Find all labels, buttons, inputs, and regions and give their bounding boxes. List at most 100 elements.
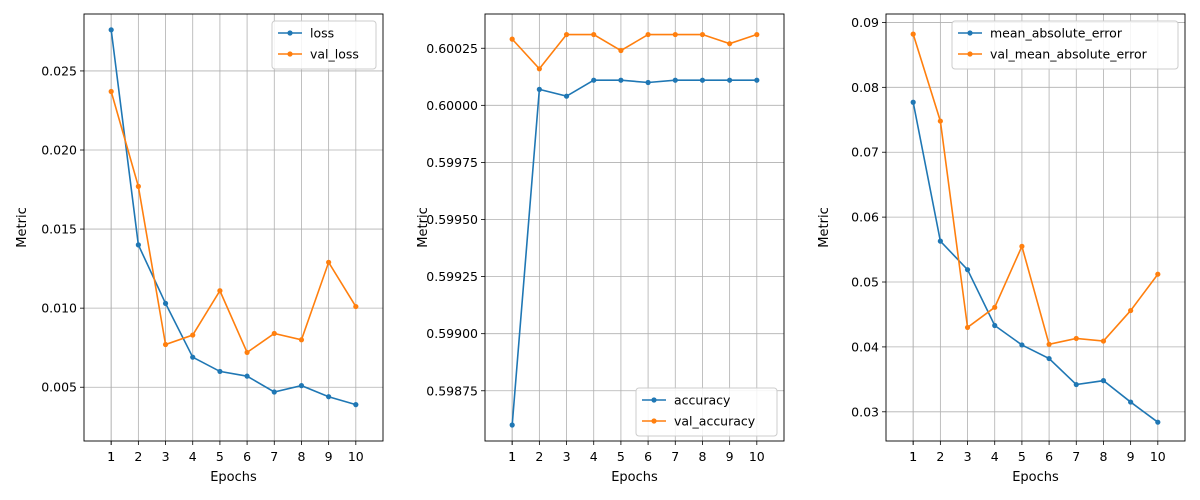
data-point <box>190 354 196 360</box>
y-tick-label: 0.015 <box>41 222 77 237</box>
legend-marker <box>651 418 657 424</box>
data-point <box>672 77 678 83</box>
y-tick-label: 0.07 <box>851 145 879 160</box>
x-tick-label: 6 <box>644 449 652 464</box>
series-line <box>912 102 1159 423</box>
data-point <box>992 304 998 310</box>
x-tick-label: 9 <box>726 449 734 464</box>
legend-label: val_mean_absolute_error <box>990 47 1148 62</box>
x-tick-label: 10 <box>348 449 364 464</box>
data-point <box>135 183 141 189</box>
series-line <box>110 29 357 406</box>
data-point <box>244 373 250 379</box>
y-axis-label: Metric <box>817 207 832 247</box>
y-tick-label: 0.010 <box>41 301 77 316</box>
data-point <box>563 31 570 38</box>
data-point <box>326 394 332 400</box>
series-line <box>912 33 1159 346</box>
data-point <box>1100 378 1107 384</box>
x-tick-label: 8 <box>698 449 706 464</box>
series-1 <box>108 27 359 408</box>
data-point <box>1046 341 1052 347</box>
grid <box>485 14 784 441</box>
data-point <box>937 118 943 124</box>
y-tick-label: 0.08 <box>851 80 879 95</box>
chart-panel-2: 11 2 3 4 5 6 7 8 9 100.598750.599000.599250.59950… <box>416 13 785 485</box>
data-point <box>1155 419 1161 425</box>
x-tick-label: 1 <box>909 449 917 464</box>
y-tick-label: 0.60025 <box>426 41 478 56</box>
x-tick-label: 4 <box>189 449 197 464</box>
data-point <box>618 47 624 54</box>
x-tick-label: 9 <box>325 449 333 464</box>
plot-frame <box>484 13 785 442</box>
x-tick-label: 3 <box>162 449 170 464</box>
data-point <box>135 242 141 248</box>
data-point <box>699 77 706 83</box>
y-tick-label: 0.59900 <box>426 326 478 341</box>
legend-marker <box>651 397 657 403</box>
data-point <box>190 332 196 338</box>
x-tick-label: 5 <box>1018 449 1026 464</box>
data-point <box>108 27 114 33</box>
y-tick-label: 0.59950 <box>426 212 478 227</box>
x-tick-label: 4 <box>590 449 598 464</box>
data-point <box>536 66 542 72</box>
x-tick-label: 7 <box>270 449 278 464</box>
x-tick-label: 1 <box>107 449 115 464</box>
x-tick-label: 2 <box>936 449 944 464</box>
data-point <box>1128 307 1134 314</box>
data-point <box>271 389 277 395</box>
legend-box <box>951 20 1179 70</box>
x-axis-label: Epochs <box>1012 470 1059 485</box>
x-tick-label: 3 <box>563 449 571 464</box>
legend-marker <box>967 51 973 57</box>
series-2 <box>910 31 1161 347</box>
data-point <box>1019 342 1025 348</box>
data-point <box>754 77 760 83</box>
x-tick-label: 10 <box>1150 449 1166 464</box>
data-point <box>1155 271 1161 277</box>
legend-label: loss <box>310 26 334 41</box>
chart-panel-1: 11 2 3 4 5 6 7 8 9 100.0050.0100.0150.0200.025Epo… <box>15 13 384 485</box>
data-point <box>1128 399 1134 405</box>
data-point <box>353 303 359 310</box>
data-point <box>699 31 706 38</box>
y-tick-label: 0.09 <box>851 15 879 30</box>
y-tick-label: 0.06 <box>851 210 879 225</box>
series-line <box>511 33 758 71</box>
data-point <box>108 88 114 95</box>
data-point <box>244 349 250 356</box>
data-point <box>645 79 651 86</box>
y-tick-label: 0.020 <box>41 143 77 158</box>
legend-label: val_accuracy <box>674 414 756 429</box>
y-tick-label: 0.59875 <box>426 383 478 398</box>
x-tick-label: 3 <box>964 449 972 464</box>
legend-label: mean_absolute_error <box>990 26 1123 41</box>
series-1 <box>509 77 760 428</box>
data-point <box>1100 338 1107 344</box>
data-point <box>509 422 515 428</box>
data-point <box>271 330 277 337</box>
x-tick-label: 7 <box>671 449 679 464</box>
y-tick-label: 0.03 <box>851 404 879 419</box>
y-tick-label: 0.59925 <box>426 269 478 284</box>
chart-panel-3: 11 2 3 4 5 6 7 8 9 100.030.040.050.060.070.080.09… <box>817 13 1186 485</box>
x-tick-label: 5 <box>617 449 625 464</box>
series-2 <box>108 88 359 356</box>
legend-marker <box>287 51 293 57</box>
data-point <box>937 238 943 244</box>
data-point <box>910 31 916 37</box>
data-point <box>162 300 169 307</box>
x-tick-label: 9 <box>1127 449 1135 464</box>
legend-box <box>635 387 778 437</box>
data-point <box>563 93 570 99</box>
y-tick-label: 0.04 <box>851 339 879 354</box>
data-point <box>298 337 305 343</box>
data-point <box>727 77 733 83</box>
data-point <box>1019 243 1025 249</box>
y-axis-label: Metric <box>416 207 431 247</box>
data-point <box>298 383 305 389</box>
data-point <box>910 99 916 105</box>
x-tick-label: 7 <box>1072 449 1080 464</box>
